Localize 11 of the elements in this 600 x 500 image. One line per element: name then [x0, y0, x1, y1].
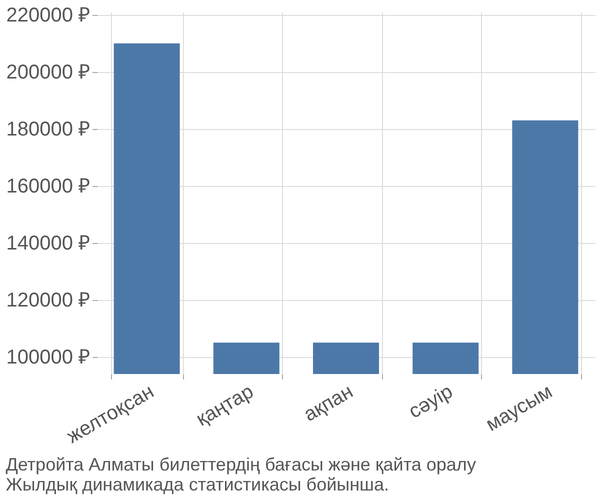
text: Детройта Алматы билеттердің бағасы және қайта оралу — [6, 454, 476, 475]
y-tick-label: 220000 ₽ — [6, 4, 90, 26]
y-tick-label: 100000 ₽ — [6, 346, 90, 368]
y-tick-label: 160000 ₽ — [6, 175, 90, 198]
text: Жылдық динамикада статистикасы бойынша. — [6, 474, 389, 495]
x-tick-label: ақпан — [300, 380, 357, 426]
x-tick-label: сәуір — [405, 380, 457, 424]
y-tick-label: 140000 ₽ — [6, 232, 90, 254]
y-tick-label: 120000 ₽ — [6, 289, 90, 312]
y-tick-label: 200000 ₽ — [6, 61, 90, 84]
y-tick-label: 180000 ₽ — [6, 118, 90, 140]
